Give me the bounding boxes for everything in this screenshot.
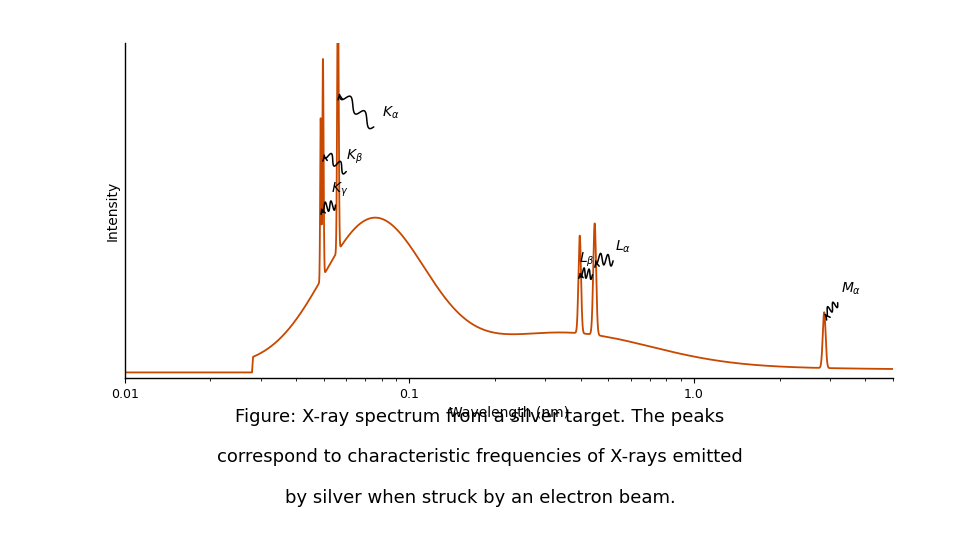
Text: $K_\beta$: $K_\beta$ [347,147,363,166]
Text: Figure: X-ray spectrum from a silver target. The peaks: Figure: X-ray spectrum from a silver tar… [235,408,725,426]
Y-axis label: Intensity: Intensity [106,180,119,241]
Text: $L_\beta$: $L_\beta$ [579,251,594,269]
Text: $L_\alpha$: $L_\alpha$ [615,239,632,255]
Text: $K_\alpha$: $K_\alpha$ [382,105,399,122]
X-axis label: Wavelength (nm): Wavelength (nm) [449,406,568,420]
Text: by silver when struck by an electron beam.: by silver when struck by an electron bea… [284,489,676,507]
Text: $K_\gamma$: $K_\gamma$ [331,181,348,199]
Text: correspond to characteristic frequencies of X-rays emitted: correspond to characteristic frequencies… [217,448,743,466]
Text: $M_\alpha$: $M_\alpha$ [842,281,862,297]
